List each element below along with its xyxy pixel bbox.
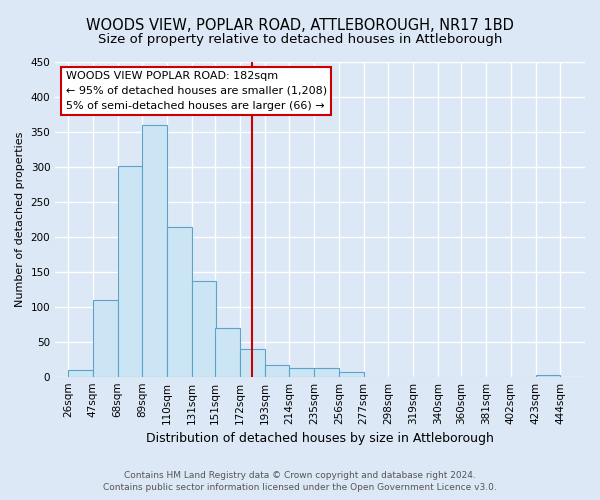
Bar <box>265 366 289 376</box>
Bar <box>314 368 339 376</box>
Bar <box>93 300 118 376</box>
Y-axis label: Number of detached properties: Number of detached properties <box>15 132 25 307</box>
Text: Contains HM Land Registry data © Crown copyright and database right 2024.
Contai: Contains HM Land Registry data © Crown c… <box>103 471 497 492</box>
Bar <box>215 328 240 376</box>
Bar <box>142 124 167 376</box>
Bar <box>192 280 217 376</box>
Text: WOODS VIEW, POPLAR ROAD, ATTLEBOROUGH, NR17 1BD: WOODS VIEW, POPLAR ROAD, ATTLEBOROUGH, N… <box>86 18 514 32</box>
Text: WOODS VIEW POPLAR ROAD: 182sqm
← 95% of detached houses are smaller (1,208)
5% o: WOODS VIEW POPLAR ROAD: 182sqm ← 95% of … <box>66 71 327 110</box>
Bar <box>536 374 560 376</box>
X-axis label: Distribution of detached houses by size in Attleborough: Distribution of detached houses by size … <box>146 432 494 445</box>
Bar <box>289 368 314 376</box>
Bar <box>240 350 265 376</box>
Bar <box>167 227 192 376</box>
Bar <box>339 372 364 376</box>
Text: Size of property relative to detached houses in Attleborough: Size of property relative to detached ho… <box>98 32 502 46</box>
Bar <box>118 166 142 376</box>
Bar <box>68 370 93 376</box>
